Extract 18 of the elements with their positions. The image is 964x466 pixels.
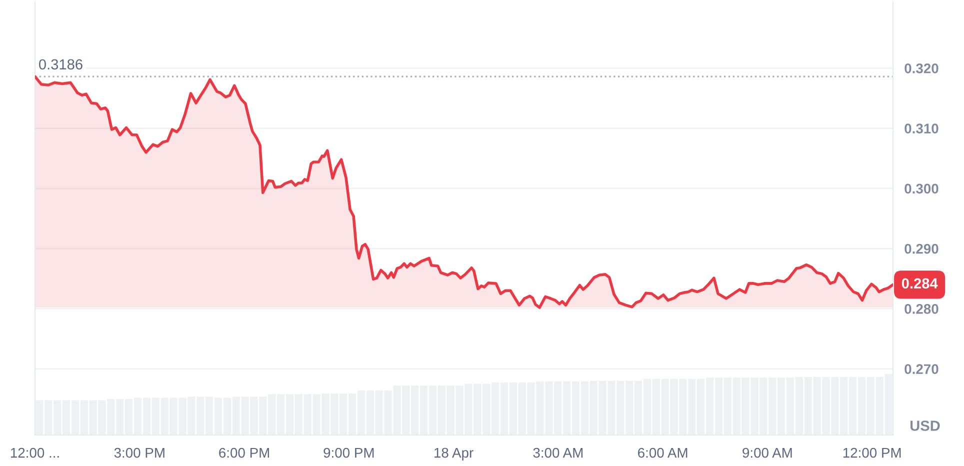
x-tick-label: 12:00 PM <box>843 448 901 458</box>
y-tick-label: 0.320 <box>904 63 938 74</box>
x-tick-label: 6:00 AM <box>638 448 688 458</box>
x-tick-label: 9:00 PM <box>324 448 374 458</box>
y-tick-label: 0.280 <box>904 304 938 314</box>
annotation: 0.284 <box>902 278 938 289</box>
ref-line-label: 0.3186 <box>39 59 82 70</box>
x-tick-label: 18 Apr <box>434 448 474 460</box>
x-tick-label: 6:00 PM <box>219 448 269 458</box>
y-axis-title: USD <box>910 420 940 431</box>
y-tick-label: 0.310 <box>904 124 938 134</box>
y-tick-label: 0.290 <box>904 244 938 254</box>
y-tick-label: 0.300 <box>904 184 938 194</box>
x-tick-label: 3:00 PM <box>114 448 164 458</box>
x-tick-label: 3:00 AM <box>533 448 583 458</box>
x-tick-label: 9:00 AM <box>742 448 792 458</box>
x-tick-label: 12:00 ... <box>10 448 59 458</box>
y-tick-label: 0.270 <box>904 364 938 374</box>
